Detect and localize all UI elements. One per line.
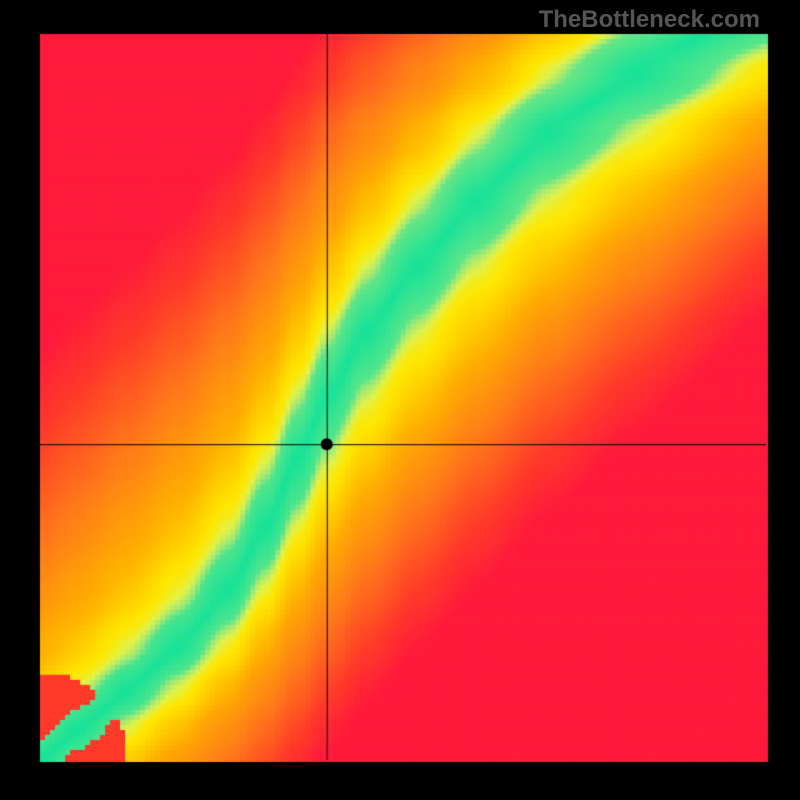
chart-container: TheBottleneck.com <box>0 0 800 800</box>
watermark-text: TheBottleneck.com <box>539 6 760 34</box>
bottleneck-heatmap <box>0 0 800 800</box>
